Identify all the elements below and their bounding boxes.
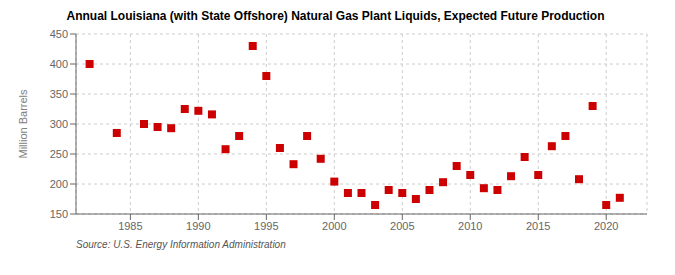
svg-text:2010: 2010 xyxy=(458,220,482,232)
svg-text:350: 350 xyxy=(50,88,68,100)
svg-text:300: 300 xyxy=(50,118,68,130)
svg-text:2015: 2015 xyxy=(526,220,550,232)
svg-text:Million Barrels: Million Barrels xyxy=(17,89,29,159)
svg-text:250: 250 xyxy=(50,148,68,160)
svg-text:2020: 2020 xyxy=(594,220,618,232)
svg-text:150: 150 xyxy=(50,208,68,220)
svg-text:1985: 1985 xyxy=(118,220,142,232)
svg-text:2000: 2000 xyxy=(322,220,346,232)
html-text:Source: U.S. Energy Informatio: Source: U.S. Energy Information Administ… xyxy=(76,239,286,250)
svg-text:2005: 2005 xyxy=(390,220,414,232)
svg-text:200: 200 xyxy=(50,178,68,190)
svg-text:400: 400 xyxy=(50,58,68,70)
svg-text:450: 450 xyxy=(50,28,68,40)
svg-text:1995: 1995 xyxy=(254,220,278,232)
html-text:Annual Louisiana (with State O: Annual Louisiana (with State Offshore) N… xyxy=(66,9,605,23)
svg-text:1990: 1990 xyxy=(186,220,210,232)
